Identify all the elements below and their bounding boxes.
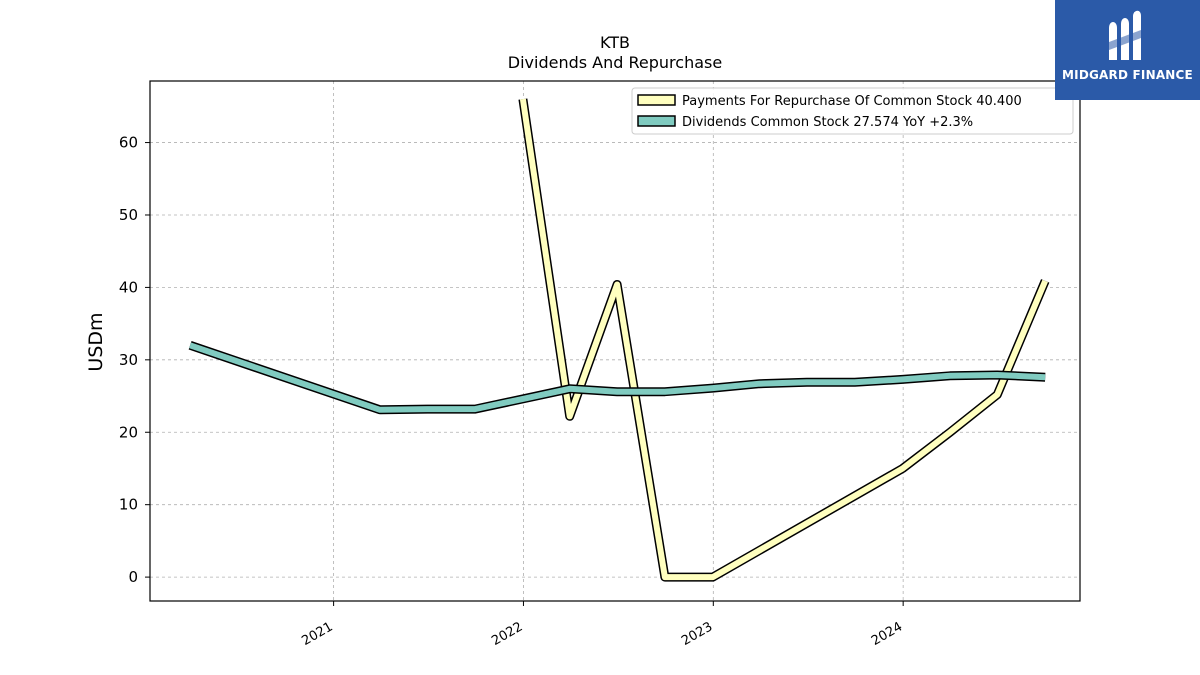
legend-swatch (637, 115, 676, 127)
y-tick-label: 40 (119, 278, 138, 296)
grid (150, 81, 1080, 601)
legend-label: Dividends Common Stock 27.574 YoY +2.3% (682, 115, 973, 130)
y-axis-label: USDm (85, 312, 107, 371)
y-tick-label: 30 (119, 351, 138, 369)
x-tick-label: 2023 (679, 619, 715, 649)
y-tick-label: 60 (119, 134, 138, 152)
x-tick-label: 2022 (489, 619, 525, 649)
chart-subtitle: Dividends And Repurchase (508, 53, 722, 72)
x-tick-label: 2021 (299, 619, 335, 649)
logo-mark-icon (1109, 10, 1141, 61)
logo-text: MIDGARD FINANCE (1062, 68, 1193, 82)
legend-label: Payments For Repurchase Of Common Stock … (682, 94, 1022, 109)
series-line (189, 342, 1046, 413)
y-tick-label: 50 (119, 206, 138, 224)
series-line-outline (518, 98, 1050, 582)
y-tick-label: 0 (128, 568, 138, 586)
y-tick-label: 20 (119, 423, 138, 441)
chart-title: KTB (600, 33, 630, 52)
axis-ticks: 0 10 20 30 40 50 60 2021 2022 2023 2024 (119, 134, 905, 649)
legend-box (631, 87, 1074, 135)
y-tick-label: 10 (119, 496, 138, 514)
series-line (519, 98, 1048, 581)
plot-area-frame (149, 80, 1081, 602)
x-tick-label: 2024 (869, 619, 905, 649)
legend: Payments For Repurchase Of Common Stock … (631, 87, 1074, 135)
series-layer (188, 98, 1050, 582)
legend-swatch (637, 94, 676, 106)
brand-logo: MIDGARD FINANCE (1055, 0, 1200, 100)
